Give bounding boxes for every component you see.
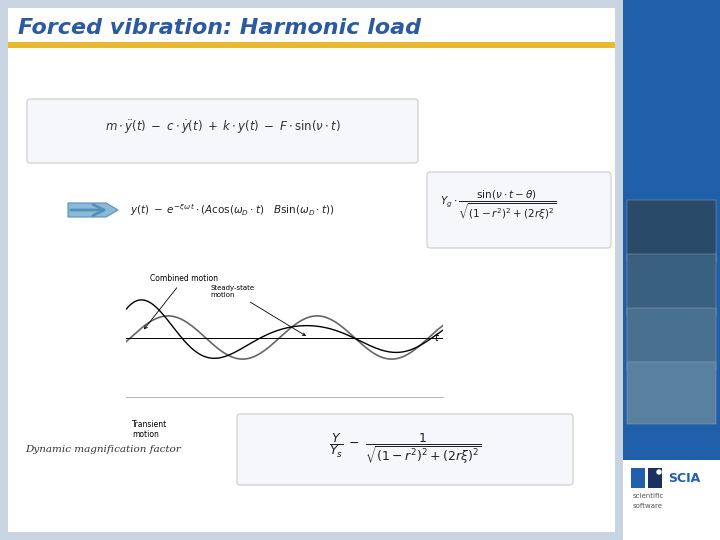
Bar: [627, 200, 716, 262]
Text: $y(t)\;-\;e^{-\xi\omega t} \cdot (A\cos(\omega_D \cdot t)\quad B\sin(\omega_D \c: $y(t)\;-\;e^{-\xi\omega t} \cdot (A\cos(…: [130, 202, 335, 218]
Text: $m \cdot \ddot{y}(t)\;-\;c \cdot \dot{y}(t)\;+\;k \cdot y(t)\;-\;F \cdot \sin(\n: $m \cdot \ddot{y}(t)\;-\;c \cdot \dot{y}…: [104, 118, 341, 136]
Text: $t$: $t$: [433, 331, 440, 343]
FancyBboxPatch shape: [27, 99, 418, 163]
Text: Dynamic magnification factor: Dynamic magnification factor: [25, 446, 181, 455]
Text: Forced vibration: Harmonic load: Forced vibration: Harmonic load: [18, 18, 421, 38]
FancyArrow shape: [68, 203, 118, 217]
Text: scientific: scientific: [633, 493, 665, 499]
Bar: [627, 254, 716, 316]
Bar: [631, 468, 645, 488]
Bar: [623, 460, 720, 540]
Text: SCIA: SCIA: [668, 471, 701, 484]
FancyBboxPatch shape: [427, 172, 611, 248]
Bar: [627, 362, 716, 424]
Text: $\dfrac{Y}{Y_s}\;-\;\dfrac{1}{\sqrt{(1 - r^2)^2 + (2r\xi)^2}}$: $\dfrac{Y}{Y_s}\;-\;\dfrac{1}{\sqrt{(1 -…: [328, 432, 482, 467]
Bar: [8, 42, 615, 48]
Text: Steady-state
motion: Steady-state motion: [211, 285, 305, 335]
Text: Combined motion: Combined motion: [145, 274, 218, 329]
Text: Transient
motion: Transient motion: [132, 420, 168, 439]
Bar: [8, 8, 615, 532]
Text: $Y_g \cdot \dfrac{\sin(\nu \cdot t - \theta)}{\sqrt{(1-r^2)^2 + (2r\xi)^2}}$: $Y_g \cdot \dfrac{\sin(\nu \cdot t - \th…: [440, 188, 557, 222]
Bar: [627, 308, 716, 370]
FancyBboxPatch shape: [237, 414, 573, 485]
Circle shape: [657, 470, 661, 474]
Text: software: software: [633, 503, 663, 509]
Bar: [648, 468, 662, 488]
Bar: [623, 0, 720, 540]
